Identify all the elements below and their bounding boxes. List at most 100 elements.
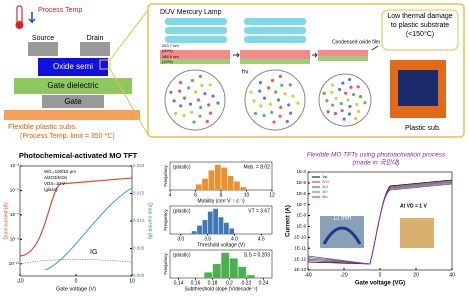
label: Gate dielectric	[47, 81, 98, 90]
molecule	[270, 78, 275, 83]
y-tick-label: 1E-8	[296, 213, 306, 218]
molecule	[278, 114, 282, 118]
molecule	[178, 81, 183, 85]
molecule	[182, 113, 186, 118]
label: Source	[32, 35, 54, 42]
source	[28, 42, 58, 56]
y-tick-label: 1E-5	[296, 180, 306, 185]
bar	[204, 272, 213, 278]
y-label: Frequency	[163, 165, 168, 187]
gate-curve	[19, 259, 133, 265]
molecule	[182, 96, 187, 100]
x-label: Mobility (cm² V⁻¹ s⁻¹)	[197, 198, 245, 204]
x-tick-label: -40	[304, 272, 311, 278]
bar	[240, 187, 247, 190]
bar	[208, 170, 215, 190]
y2-tick-label: 0.010	[133, 218, 145, 223]
note: (plastic)	[173, 208, 191, 214]
molecule	[349, 85, 353, 89]
molecule	[296, 101, 300, 105]
y-tick-label: 10⁻³	[10, 163, 19, 168]
x-tick-label: 0	[379, 272, 382, 278]
label: Process Temp	[38, 7, 82, 14]
x-label: Gate voltage (VG)	[355, 281, 405, 287]
molecule	[188, 102, 193, 106]
oxide-layer	[38, 58, 108, 76]
x-tick-label: 40	[449, 272, 455, 278]
annotation: 12 mm	[333, 216, 351, 222]
y-label: Drain current (A)	[3, 202, 9, 239]
molecule	[356, 109, 361, 113]
linear-curve	[44, 187, 133, 271]
x-label: Gate voltage (V)	[56, 286, 96, 292]
molecule	[347, 112, 351, 116]
annotation: IG	[90, 249, 97, 256]
label: 253.7 nm	[162, 43, 179, 48]
lamp	[160, 18, 379, 131]
bar	[202, 178, 208, 190]
x-tick-label: 10	[129, 278, 135, 284]
molecule	[337, 87, 342, 92]
molecule	[190, 110, 194, 114]
label: Low thermal damage to plastic substrate …	[387, 13, 453, 38]
bar	[197, 225, 202, 234]
label: Gate	[64, 97, 82, 106]
molecule	[325, 99, 329, 103]
molecule	[355, 102, 359, 106]
molecule	[363, 101, 367, 105]
x-tick-label: 3.5	[204, 236, 211, 242]
molecule	[354, 117, 358, 121]
y-tick-label: 10⁻⁷	[10, 212, 19, 217]
note: (plastic)	[173, 252, 191, 258]
molecule	[208, 111, 213, 115]
bar	[195, 184, 202, 190]
molecule	[203, 92, 207, 96]
y-tick-label: 1E-6	[296, 191, 306, 196]
molecule	[208, 83, 212, 87]
bar	[227, 176, 234, 190]
annotation: W/L=100/10 μm	[44, 169, 76, 174]
molecule	[178, 89, 182, 93]
label: (10%)	[162, 59, 173, 64]
label: (Process Temp. limit = 350 ℃)	[20, 133, 115, 140]
molecule	[249, 90, 253, 94]
photo-chip	[398, 70, 438, 106]
molecule	[322, 91, 326, 95]
molecule	[253, 111, 258, 116]
molecule	[196, 98, 201, 102]
photo	[320, 216, 364, 248]
y2-label: Drain current (A)	[147, 203, 153, 240]
label: DUV Mercury Lamp	[160, 9, 222, 16]
bar	[246, 275, 255, 278]
molecule	[348, 77, 352, 82]
bar	[238, 266, 247, 278]
y2-tick-label: 0.005	[133, 246, 145, 251]
legend-label: 1st	[322, 174, 328, 179]
y2-tick-label: 0.020	[133, 163, 145, 168]
bar	[229, 228, 235, 234]
x-tick-label: -20	[340, 272, 347, 278]
y-tick-label: 1E-12	[294, 256, 307, 261]
photo	[400, 218, 434, 248]
molecule	[199, 105, 203, 110]
y2-tick-label: 0.015	[133, 191, 145, 196]
x-tick-label: 4.5	[258, 236, 265, 242]
zoom-line	[109, 68, 149, 136]
y-label: Current (A)	[286, 205, 292, 237]
label: Condensed oxide film	[332, 39, 380, 45]
molecule	[258, 89, 262, 93]
hist-frame	[169, 249, 273, 279]
bar	[213, 208, 219, 234]
molecule	[200, 83, 204, 87]
molecule	[279, 105, 283, 110]
molecule	[326, 110, 330, 114]
molecule	[346, 98, 350, 102]
bar	[202, 220, 208, 234]
title: Photochemical-activated MO TFT	[19, 151, 138, 160]
label: (90%)	[162, 48, 173, 53]
annotation: At VD = 1 V	[400, 203, 427, 209]
x-tick-label: -10	[16, 278, 23, 284]
molecule	[272, 120, 276, 124]
bar	[212, 264, 221, 278]
